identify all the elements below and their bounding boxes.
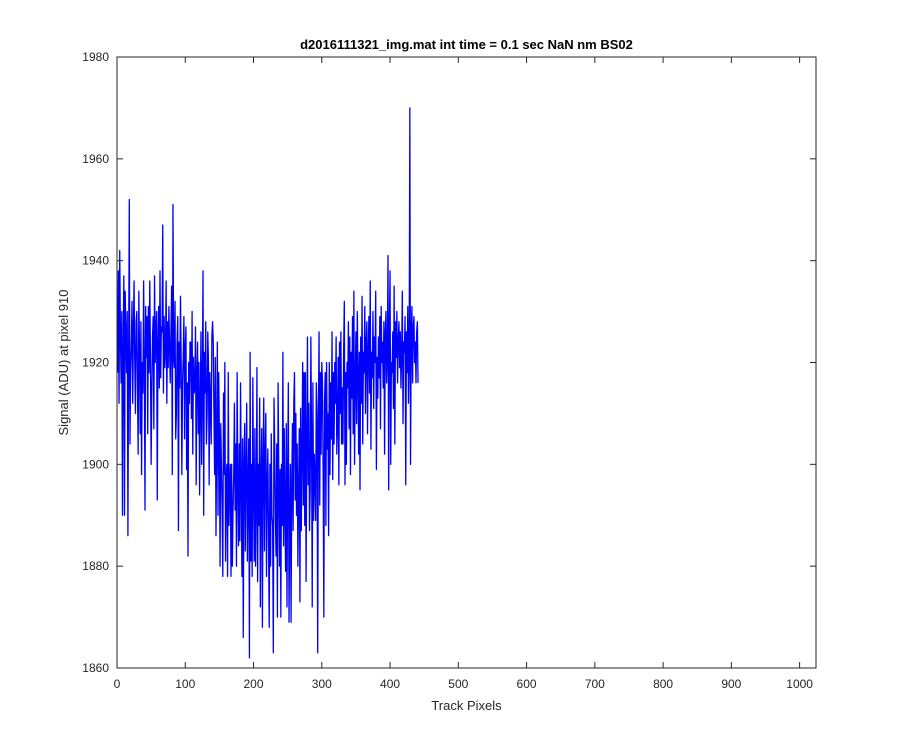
x-tick-label: 400 — [380, 677, 400, 691]
x-tick-label: 800 — [653, 677, 673, 691]
x-axis-label: Track Pixels — [431, 698, 502, 713]
x-tick-label: 500 — [448, 677, 468, 691]
x-tick-label: 300 — [312, 677, 332, 691]
y-tick-label: 1960 — [82, 152, 109, 166]
x-ticks: 0 100 200 300 400 500 600 700 800 900 1000 — [114, 57, 813, 691]
chart-title: d2016111321_img.mat int time = 0.1 sec N… — [300, 37, 633, 52]
y-ticks: 1860 1880 1900 1920 1940 1960 1980 — [82, 50, 816, 675]
series-line-0 — [117, 107, 419, 659]
x-tick-label: 900 — [721, 677, 741, 691]
y-tick-label: 1980 — [82, 50, 109, 64]
y-tick-label: 1880 — [82, 559, 109, 573]
y-tick-label: 1900 — [82, 457, 109, 471]
x-tick-label: 0 — [114, 677, 121, 691]
plot-area-background — [117, 57, 816, 668]
y-tick-label: 1920 — [82, 356, 109, 370]
x-tick-label: 600 — [517, 677, 537, 691]
x-tick-label: 700 — [585, 677, 605, 691]
x-tick-label: 1000 — [786, 677, 813, 691]
x-tick-label: 200 — [244, 677, 264, 691]
x-tick-label: 100 — [175, 677, 195, 691]
series-layer — [117, 107, 419, 659]
y-axis-label: Signal (ADU) at pixel 910 — [56, 290, 71, 436]
y-tick-label: 1940 — [82, 254, 109, 268]
y-tick-label: 1860 — [82, 661, 109, 675]
